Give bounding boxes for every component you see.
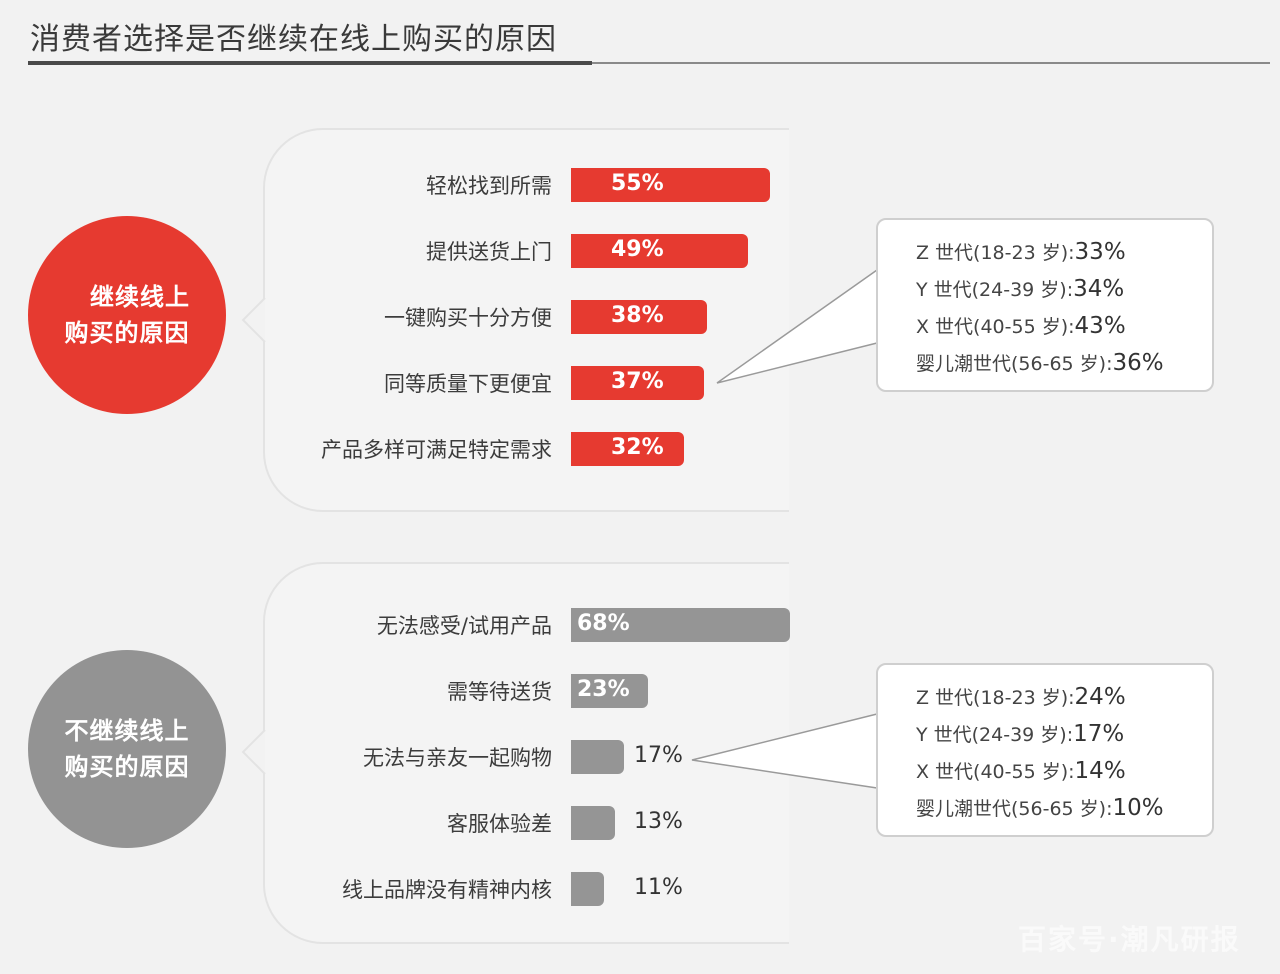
bar-row: 同等质量下更便宜 37% (270, 366, 810, 400)
bar-label: 线上品牌没有精神内核 (342, 878, 552, 902)
continue-reasons-badge: 继续线上 购买的原因 (28, 216, 226, 414)
generation-value: 24% (1074, 684, 1126, 710)
bar-value: 23% (577, 677, 630, 702)
bar-label: 一键购买十分方便 (384, 306, 552, 330)
bar (571, 806, 615, 840)
generation-label: Y 世代(24-39 岁): (916, 279, 1074, 301)
bar-row: 提供送货上门 49% (270, 234, 810, 268)
bar: 55% (571, 168, 770, 202)
bar-label: 无法感受/试用产品 (376, 614, 552, 638)
bar-value: 37% (611, 369, 664, 394)
bar-value: 32% (611, 435, 664, 460)
bar-label: 提供送货上门 (426, 240, 552, 264)
title-divider (28, 62, 1270, 64)
callout-line: Z 世代(18-23 岁):24% (916, 679, 1212, 716)
bar-row: 客服体验差 13% (270, 806, 810, 840)
generation-label: X 世代(40-55 岁): (916, 316, 1075, 338)
generation-value: 17% (1073, 721, 1125, 747)
bar-value: 49% (611, 237, 664, 262)
generation-value: 14% (1074, 758, 1126, 784)
bar (571, 740, 624, 774)
generation-value: 43% (1074, 313, 1126, 339)
bar: 32% (571, 432, 684, 466)
bar-label: 无法与亲友一起购物 (363, 746, 552, 770)
callout-line: Y 世代(24-39 岁):17% (916, 716, 1212, 753)
badge-line1: 不继续线上 (64, 717, 190, 745)
generation-value: 36% (1112, 350, 1164, 376)
bar-value: 11% (634, 875, 683, 900)
callout-line: Y 世代(24-39 岁):34% (916, 271, 1212, 308)
badge-line2: 购买的原因 (64, 319, 190, 347)
discontinue-reasons-badge: 不继续线上 购买的原因 (28, 650, 226, 848)
watermark: 百家号·潮凡研报 (1018, 923, 1241, 956)
callout-line: X 世代(40-55 岁):43% (916, 308, 1212, 345)
bar (571, 872, 604, 906)
generation-breakdown-callout-discontinue: Z 世代(18-23 岁):24% Y 世代(24-39 岁):17% X 世代… (876, 663, 1214, 837)
generation-value: 10% (1112, 795, 1164, 821)
generation-breakdown-callout-continue: Z 世代(18-23 岁):33% Y 世代(24-39 岁):34% X 世代… (876, 218, 1214, 392)
bar: 23% (571, 674, 648, 708)
callout-line: X 世代(40-55 岁):14% (916, 753, 1212, 790)
bar-row: 一键购买十分方便 38% (270, 300, 810, 334)
badge-line2: 购买的原因 (64, 753, 190, 781)
bar-label: 需等待送货 (447, 680, 552, 704)
bar: 37% (571, 366, 704, 400)
bar-label: 产品多样可满足特定需求 (321, 438, 552, 462)
bar: 38% (571, 300, 707, 334)
bar: 49% (571, 234, 748, 268)
bar-row: 轻松找到所需 55% (270, 168, 810, 202)
generation-value: 34% (1073, 276, 1125, 302)
generation-label: Y 世代(24-39 岁): (916, 724, 1074, 746)
callout-line: Z 世代(18-23 岁):33% (916, 234, 1212, 271)
generation-label: Z 世代(18-23 岁): (916, 242, 1075, 264)
bar-label: 客服体验差 (447, 812, 552, 836)
bar-value: 13% (634, 809, 683, 834)
bar-label: 轻松找到所需 (426, 174, 552, 198)
badge-line1: 继续线上 (90, 283, 190, 311)
generation-label: X 世代(40-55 岁): (916, 761, 1075, 783)
bar-row: 产品多样可满足特定需求 32% (270, 432, 810, 466)
generation-label: 婴儿潮世代(56-65 岁): (916, 798, 1113, 820)
bar-row: 无法与亲友一起购物 17% (270, 740, 810, 774)
callout-line: 婴儿潮世代(56-65 岁):36% (916, 345, 1212, 382)
bar-row: 无法感受/试用产品 68% (270, 608, 810, 642)
page-title: 消费者选择是否继续在线上购买的原因 (30, 22, 557, 57)
bar-row: 线上品牌没有精神内核 11% (270, 872, 810, 906)
bar-label: 同等质量下更便宜 (384, 372, 552, 396)
bar-value: 38% (611, 303, 664, 328)
generation-label: Z 世代(18-23 岁): (916, 687, 1075, 709)
bar-value: 68% (577, 611, 630, 636)
bar: 68% (571, 608, 790, 642)
bar-row: 需等待送货 23% (270, 674, 810, 708)
callout-line: 婴儿潮世代(56-65 岁):10% (916, 790, 1212, 827)
generation-label: 婴儿潮世代(56-65 岁): (916, 353, 1113, 375)
bar-value: 55% (611, 171, 664, 196)
bar-value: 17% (634, 743, 683, 768)
title-underline-accent (28, 61, 592, 65)
generation-value: 33% (1074, 239, 1126, 265)
